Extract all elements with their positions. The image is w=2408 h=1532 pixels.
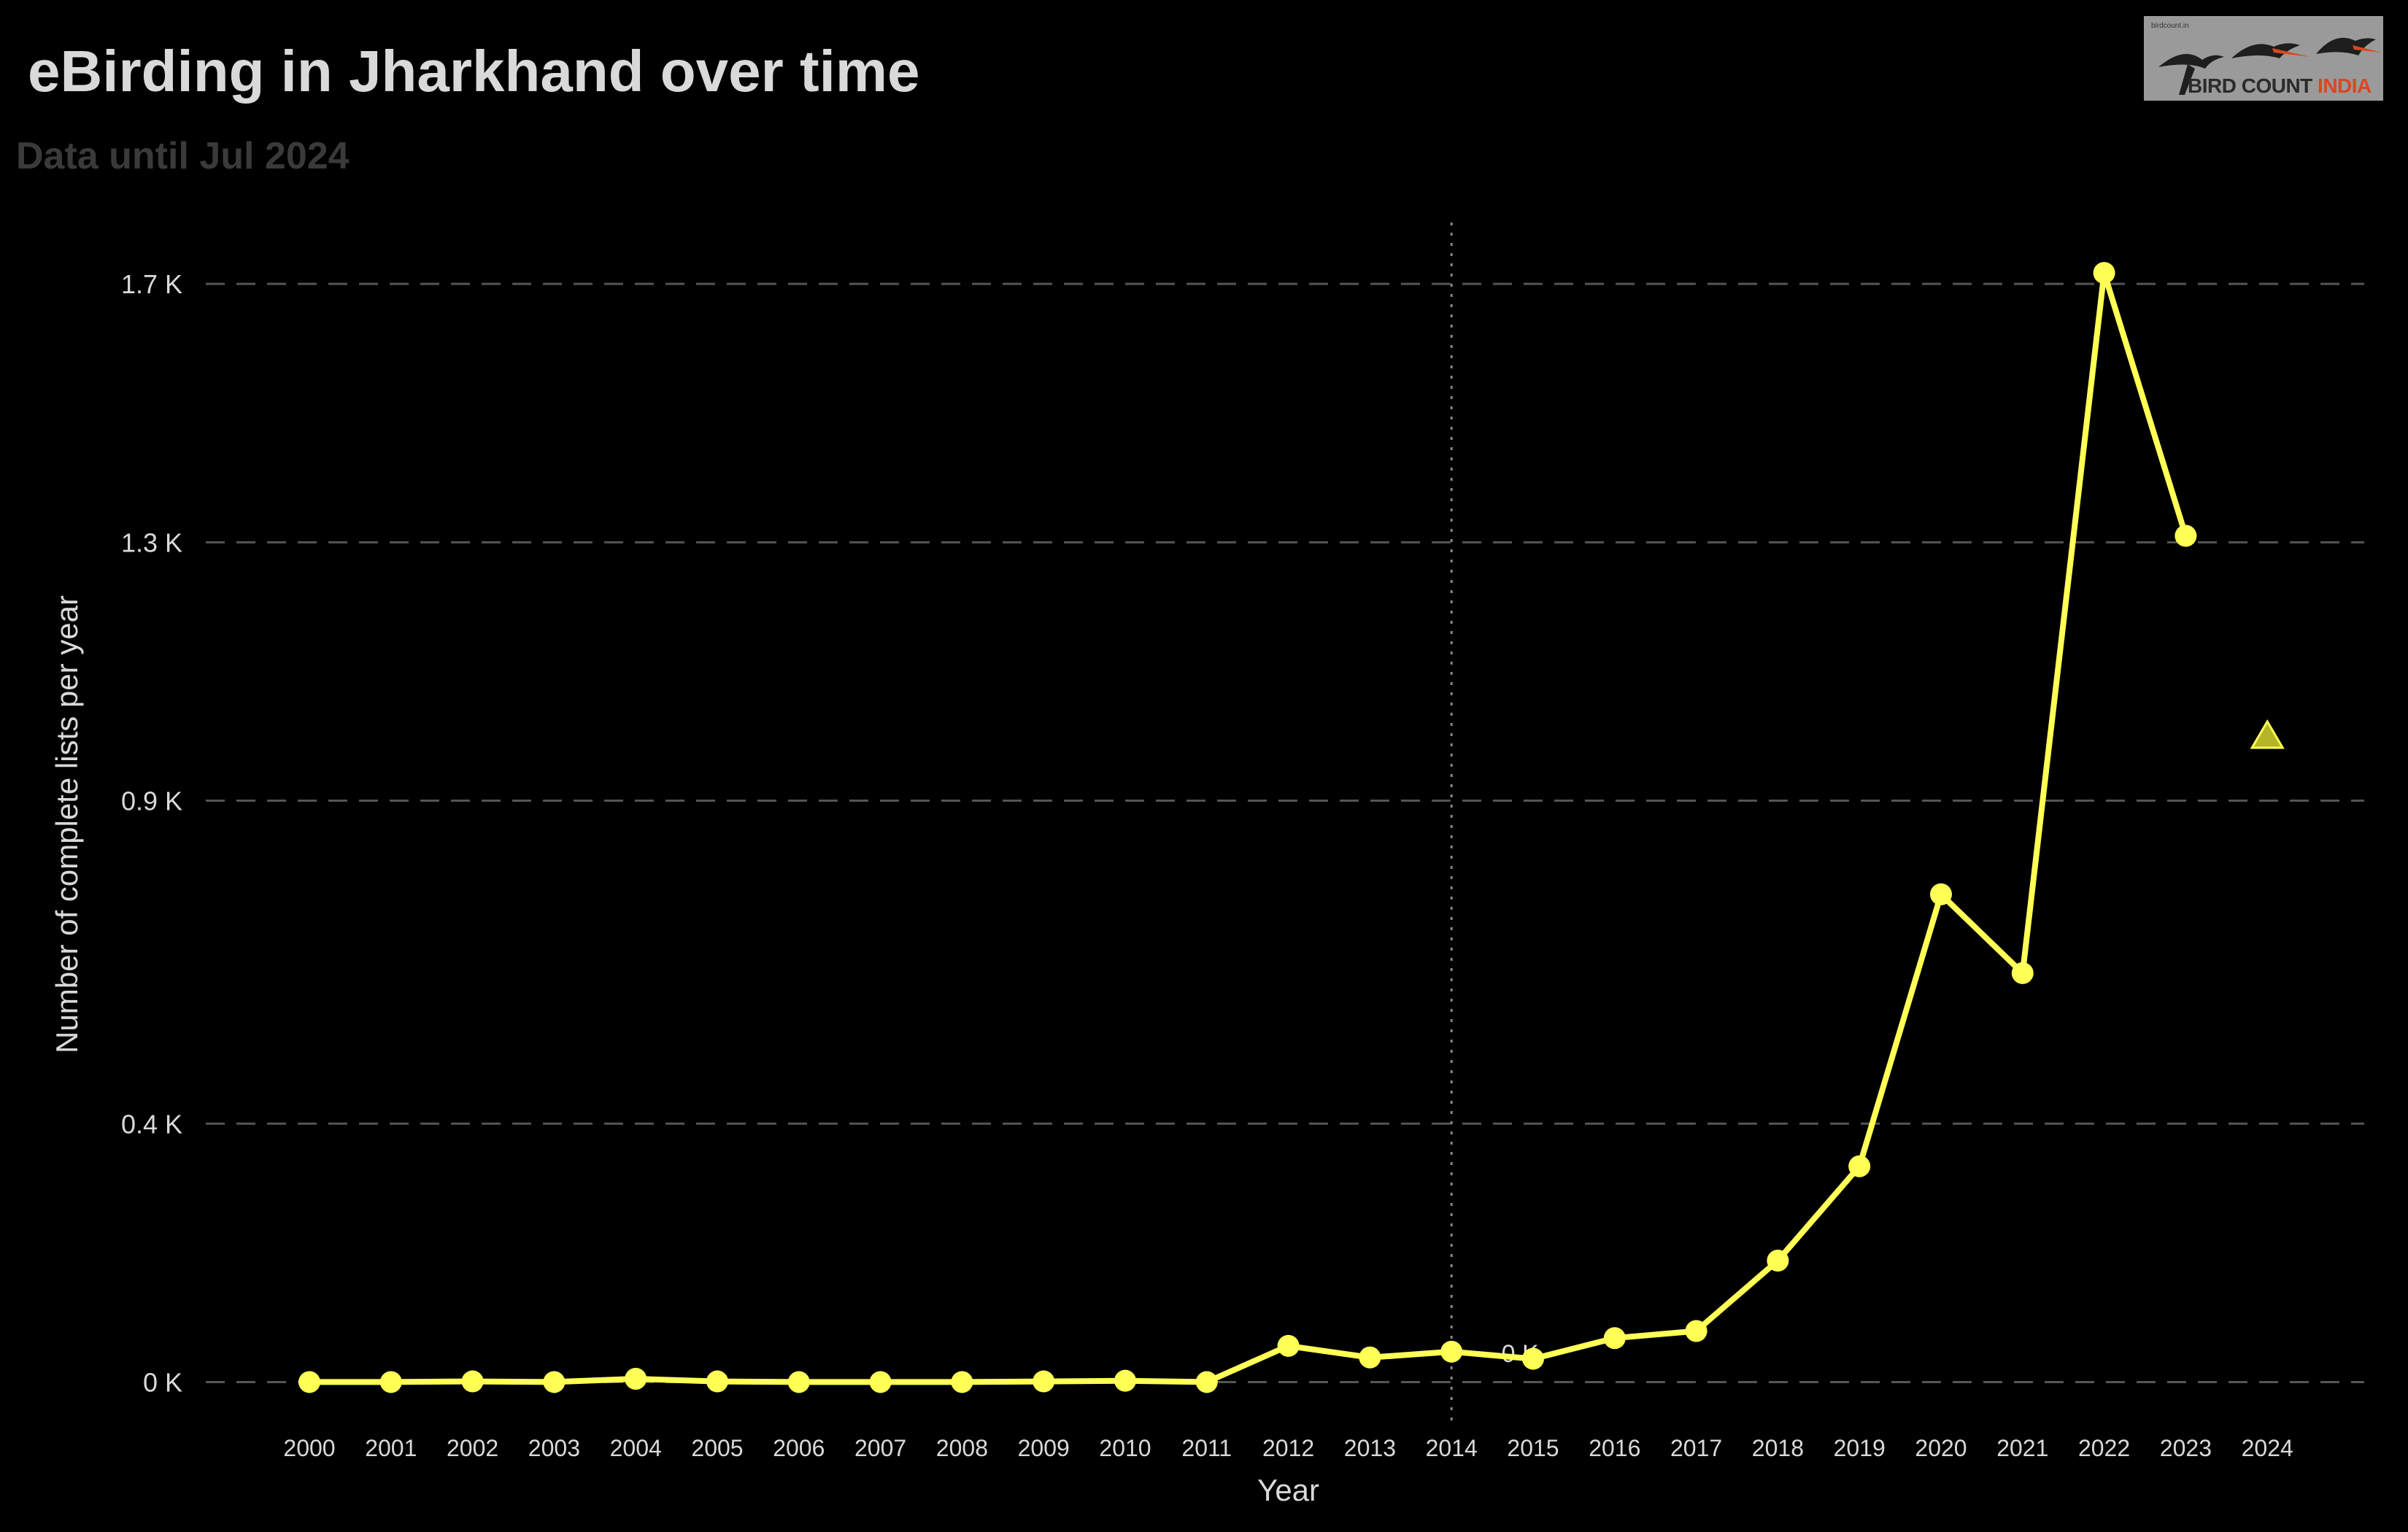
data-point-2001 xyxy=(379,1371,402,1393)
data-point-2009 xyxy=(1033,1370,1055,1393)
x-tick-label: 2002 xyxy=(447,1435,498,1461)
x-tick-label: 2014 xyxy=(1426,1435,1478,1461)
data-point-2014 xyxy=(1440,1340,1463,1363)
logo-text-main: BIRD COUNT xyxy=(2188,74,2318,97)
data-point-2021 xyxy=(2011,962,2034,984)
data-point-2017 xyxy=(1685,1320,1707,1342)
logo-text: BIRD COUNT INDIA xyxy=(2188,74,2372,98)
logo-small-text: birdcount.in xyxy=(2151,22,2189,30)
data-point-2003 xyxy=(543,1371,566,1393)
data-point-2019 xyxy=(1848,1155,1871,1177)
x-tick-label: 2011 xyxy=(1181,1435,1232,1461)
data-points xyxy=(298,262,2197,1393)
x-tick-label: 2001 xyxy=(365,1435,417,1461)
x-tick-label: 2012 xyxy=(1262,1435,1314,1461)
logo-text-accent: INDIA xyxy=(2318,74,2372,97)
data-point-2020 xyxy=(1930,883,1952,905)
series-line xyxy=(309,270,2189,1385)
data-point-2002 xyxy=(461,1370,484,1393)
x-tick-label: 2013 xyxy=(1344,1435,1396,1461)
x-axis-label: Year xyxy=(1257,1473,1319,1507)
grid-lines xyxy=(206,282,2364,1383)
data-point-2016 xyxy=(1603,1327,1626,1350)
x-tick-label: 2024 xyxy=(2242,1435,2293,1461)
bird-count-india-logo: birdcount.in BIRD COUNT INDIA xyxy=(2144,16,2383,101)
x-tick-label: 2000 xyxy=(283,1435,335,1461)
data-point-2007 xyxy=(869,1371,892,1393)
x-tick-label: 2007 xyxy=(854,1435,906,1461)
data-point-2005 xyxy=(706,1370,728,1393)
data-point-2023 xyxy=(2174,525,2197,547)
y-tick-label: 0 K xyxy=(143,1367,182,1397)
x-tick-label: 2019 xyxy=(1834,1435,1886,1461)
x-tick-label: 2010 xyxy=(1099,1435,1151,1461)
x-tick-label: 2006 xyxy=(773,1435,825,1461)
data-point-2012 xyxy=(1277,1334,1300,1357)
x-tick-label: 2023 xyxy=(2160,1435,2212,1461)
chart-subtitle: Data until Jul 2024 xyxy=(16,135,350,177)
x-tick-label: 2021 xyxy=(1996,1435,2048,1461)
data-point-2004 xyxy=(625,1368,647,1390)
x-tick-label: 2020 xyxy=(1915,1435,1967,1461)
data-point-2010 xyxy=(1114,1369,1136,1392)
x-tick-label: 2022 xyxy=(2078,1435,2130,1461)
y-tick-label: 0.4 K xyxy=(121,1109,182,1139)
chart-title: eBirding in Jharkhand over time xyxy=(28,39,920,104)
x-tick-label: 2005 xyxy=(691,1435,743,1461)
data-point-2011 xyxy=(1195,1371,1218,1393)
data-point-2008 xyxy=(951,1371,973,1393)
y-tick-label: 1.7 K xyxy=(121,269,182,299)
projection-marker-2024 xyxy=(2250,719,2285,749)
x-tick-label: 2009 xyxy=(1018,1435,1070,1461)
y-axis-tick-labels: 0 K 0.4 K 0.9 K 1.3 K 1.7 K xyxy=(121,269,182,1397)
data-point-2006 xyxy=(787,1371,810,1393)
x-axis-tick-labels: 2000 2001 2002 2003 2004 2005 2006 2007 2008 2009… xyxy=(283,1435,2293,1461)
data-point-2013 xyxy=(1359,1346,1381,1369)
x-tick-label: 2004 xyxy=(610,1435,662,1461)
x-tick-label: 2018 xyxy=(1752,1435,1804,1461)
x-tick-label: 2015 xyxy=(1507,1435,1559,1461)
data-point-2018 xyxy=(1767,1249,1789,1272)
data-point-2022 xyxy=(2093,262,2115,285)
y-tick-label: 1.3 K xyxy=(121,527,182,557)
flying-birds-icon xyxy=(2158,37,2382,95)
data-point-2015 xyxy=(1522,1347,1544,1370)
x-tick-label: 2017 xyxy=(1670,1435,1722,1461)
x-tick-label: 2016 xyxy=(1589,1435,1640,1461)
y-tick-label: 0.9 K xyxy=(121,786,182,816)
data-point-2000 xyxy=(298,1371,320,1393)
y-axis-label: Number of complete lists per year xyxy=(50,595,84,1053)
x-tick-label: 2008 xyxy=(936,1435,988,1461)
x-tick-label: 2003 xyxy=(528,1435,580,1461)
